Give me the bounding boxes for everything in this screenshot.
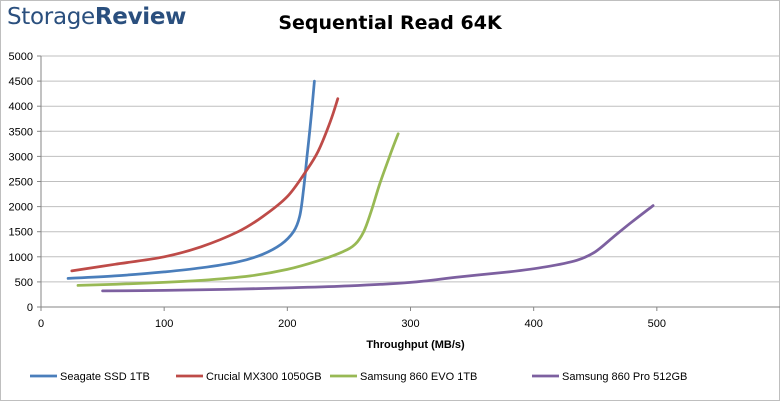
y-tick-label: 3500	[9, 126, 33, 138]
y-tick-label: 4500	[9, 76, 33, 88]
y-tick-label: 2500	[9, 177, 33, 189]
legend-label-2: Crucial MX300 1050GB	[206, 371, 322, 383]
y-tick-label: 2000	[9, 202, 33, 214]
x-tick-label: 500	[648, 318, 666, 330]
series-line-1	[66, 79, 316, 280]
legend-label-3: Samsung 860 EVO 1TB	[360, 371, 477, 383]
x-tick-label: 0	[38, 318, 44, 330]
x-axis-label: Throughput (MB/s)	[366, 339, 465, 351]
axes	[37, 55, 780, 311]
logo-part-storage: Storage	[7, 4, 95, 30]
legend: Seagate SSD 1TB Crucial MX300 1050GB Samsu…	[30, 371, 687, 383]
series-line-3	[76, 132, 400, 287]
y-tick-label: 500	[15, 277, 33, 289]
series-line-4	[101, 204, 655, 293]
storagereview-logo: StorageReview	[7, 4, 186, 30]
x-tick-label: 200	[278, 318, 296, 330]
y-tick-label: 1500	[9, 227, 33, 239]
y-tick-label: 5000	[9, 51, 33, 63]
legend-label-1: Seagate SSD 1TB	[60, 371, 150, 383]
x-tick-label: 300	[401, 318, 419, 330]
y-tick-label: 4000	[9, 101, 33, 113]
series-lines	[66, 79, 655, 293]
y-tick-label: 3000	[9, 151, 33, 163]
x-tick-labels: 0 100 200 300 400 500	[38, 318, 666, 330]
y-tick-label: 0	[27, 302, 33, 314]
gridlines	[41, 55, 780, 283]
x-tick-label: 100	[155, 318, 173, 330]
legend-label-4: Samsung 860 Pro 512GB	[562, 371, 687, 383]
chart-title: Sequential Read 64K	[278, 12, 502, 34]
x-tick-label: 400	[524, 318, 542, 330]
y-tick-label: 1000	[9, 252, 33, 264]
y-tick-labels: 0 500 1000 1500 2000 2500 3000 3500 4000 4500 5000	[9, 51, 33, 314]
logo-part-review: Review	[94, 4, 187, 30]
series-line-2	[70, 97, 340, 273]
